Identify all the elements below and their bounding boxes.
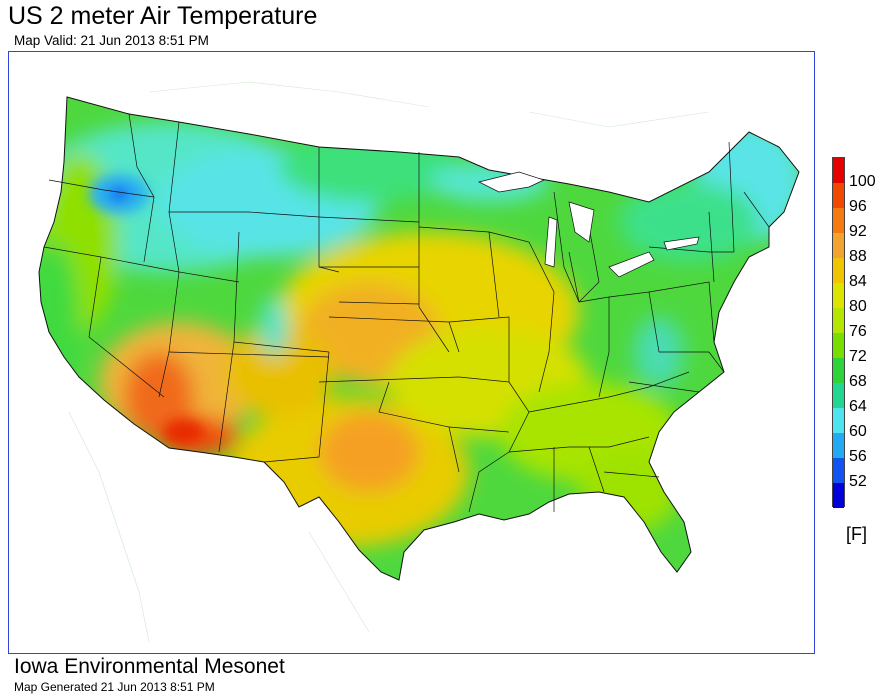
temperature-field [39,97,799,580]
legend-label: 60 [849,423,867,440]
temperature-legend: 100 96 92 88 84 80 76 72 68 64 60 56 52 [832,157,882,508]
legend-color-bar [832,157,845,508]
footer-organization: Iowa Environmental Mesonet [14,655,285,678]
legend-swatch [833,258,844,283]
legend-swatch [833,183,844,208]
map-valid-time: Map Valid: 21 Jun 2013 8:51 PM [14,33,209,48]
map-title: US 2 meter Air Temperature [8,2,318,30]
legend-label: 72 [849,348,867,365]
legend-swatch [833,283,844,308]
legend-label: 76 [849,323,867,340]
legend-swatch [833,233,844,258]
legend-swatch [833,433,844,458]
legend-swatch [833,358,844,383]
map-frame [8,51,815,654]
legend-units: [F] [846,524,867,544]
footer-generated-time: Map Generated 21 Jun 2013 8:51 PM [14,680,215,694]
great-lakes [477,171,700,278]
legend-swatch [833,158,844,183]
legend-swatch [833,383,844,408]
legend-swatch [833,333,844,358]
legend-label: 88 [849,248,867,265]
legend-label: 84 [849,273,867,290]
legend-swatch [833,308,844,333]
legend-label: 52 [849,473,867,490]
legend-label: 56 [849,448,867,465]
temperature-map [38,81,800,643]
legend-label: 64 [849,398,867,415]
legend-label: 92 [849,223,867,240]
legend-label: 80 [849,298,867,315]
legend-swatch [833,458,844,483]
legend-label: 68 [849,373,867,390]
legend-swatch [833,208,844,233]
state-borders [38,96,800,581]
legend-swatch [833,408,844,433]
legend-label: 100 [849,173,876,190]
background-coastline-lines [68,81,710,643]
legend-swatch [833,483,844,508]
legend-label: 96 [849,198,867,215]
